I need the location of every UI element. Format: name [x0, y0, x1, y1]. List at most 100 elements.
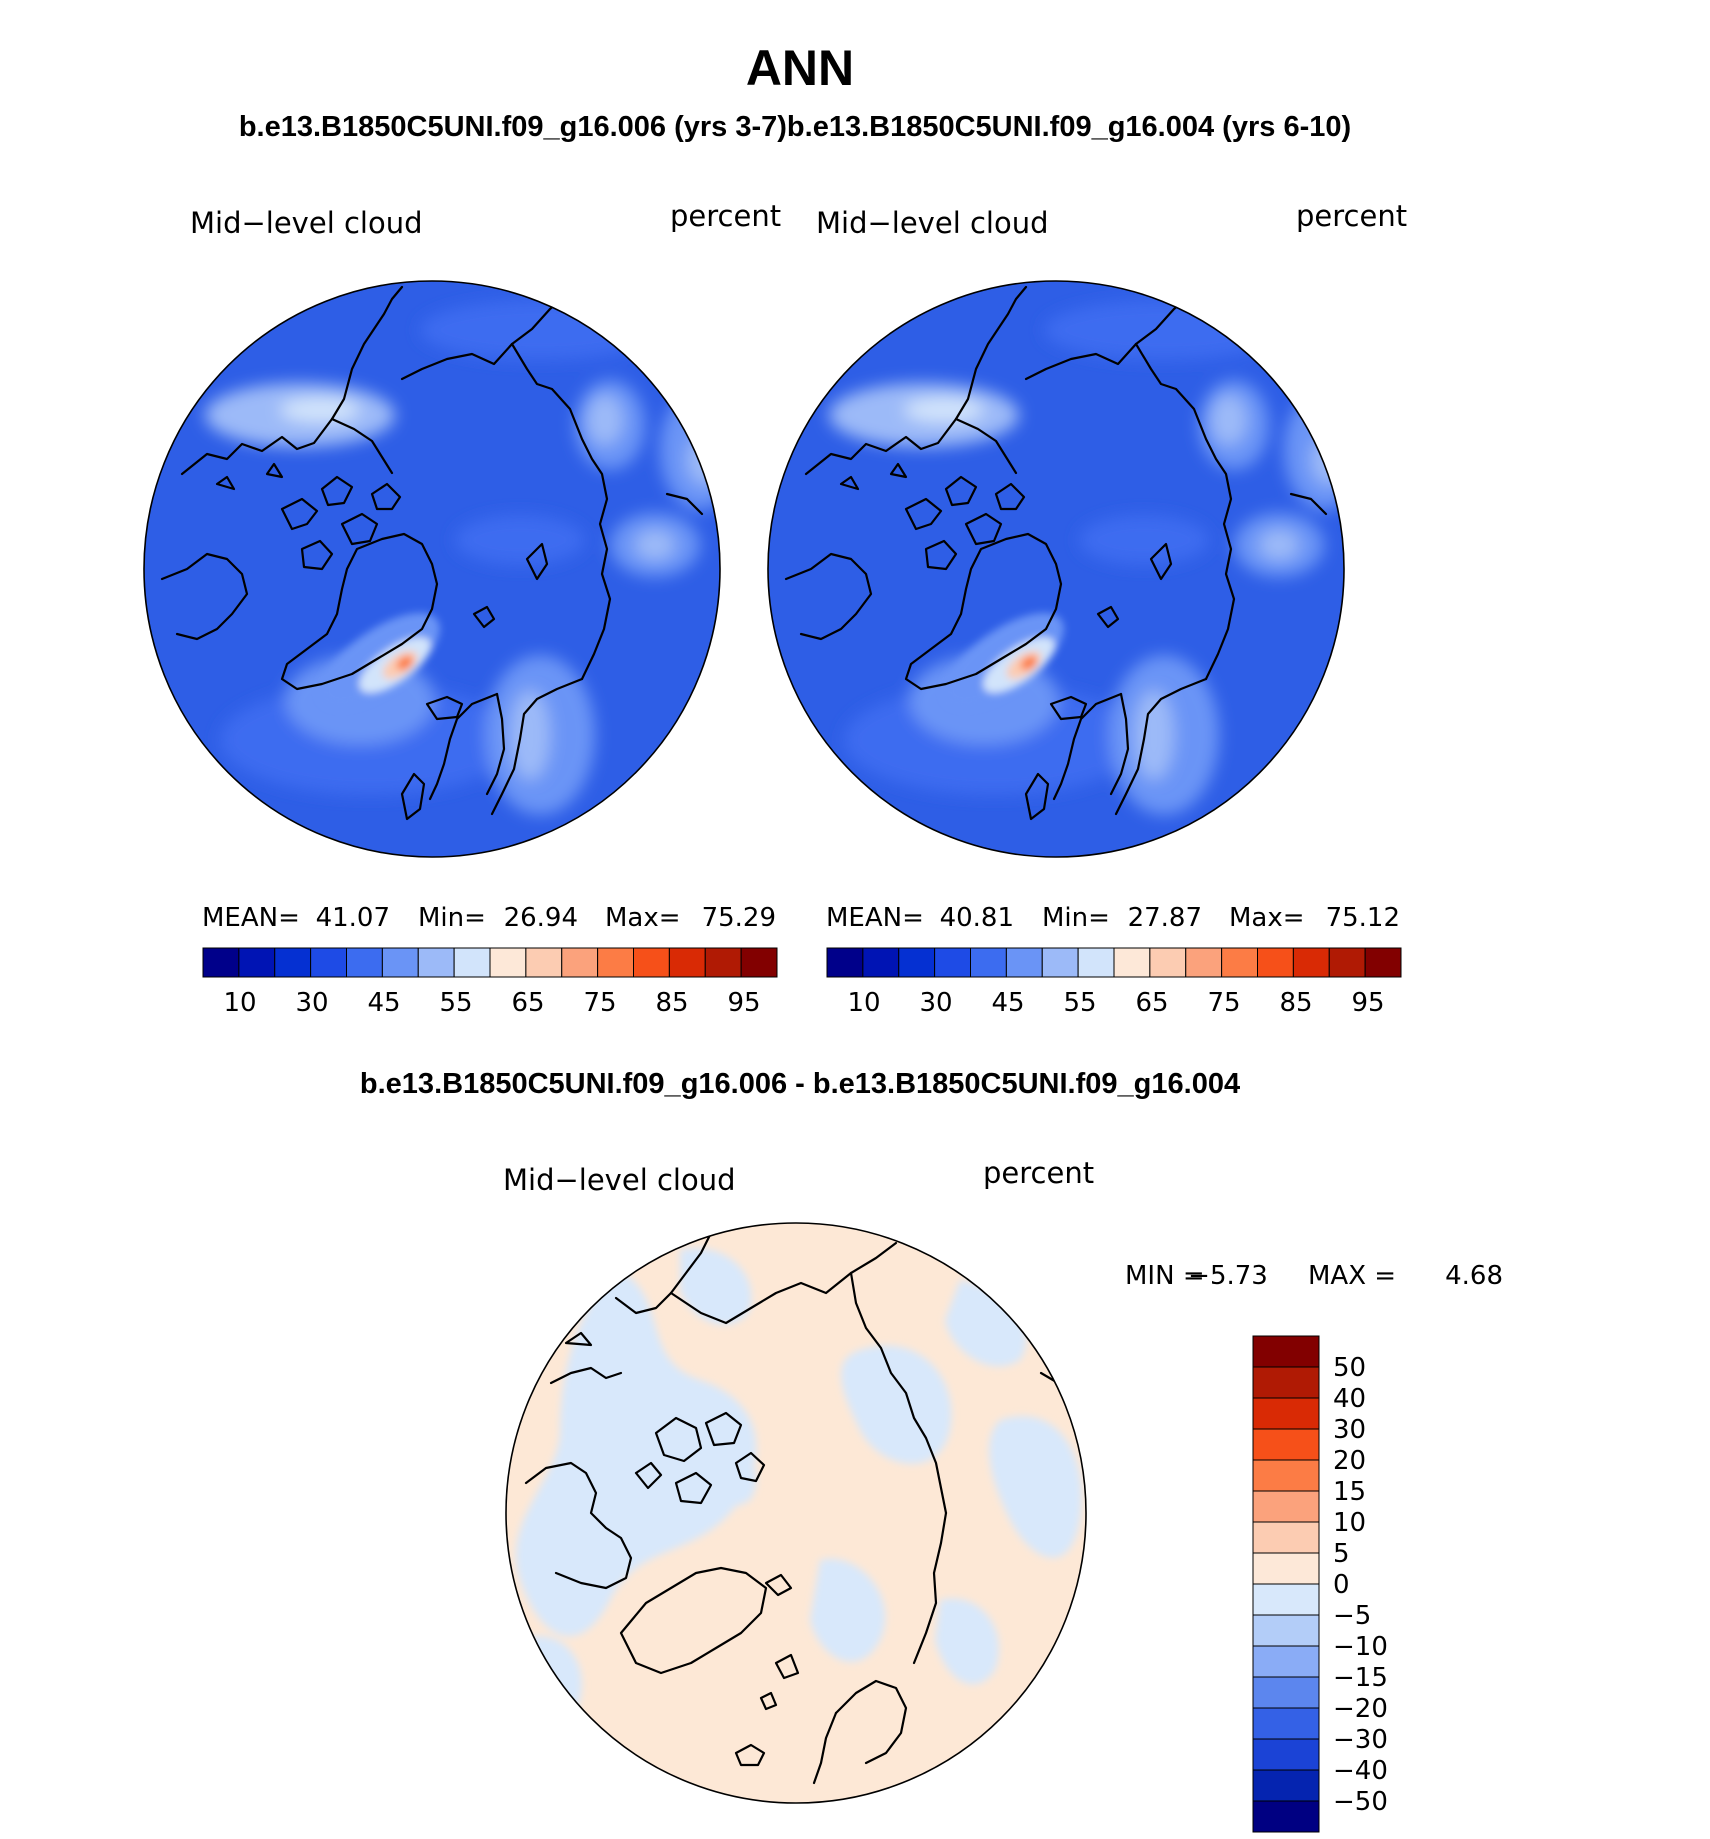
colorbar-swatch	[826, 947, 864, 978]
map-variable-label: Mid−level cloud	[816, 206, 1049, 240]
diff-colorbar-swatch	[1252, 1428, 1320, 1461]
diff-colorbar-swatch	[1252, 1552, 1320, 1585]
diff-colorbar-tick-label: −50	[1333, 1787, 1388, 1817]
diff-colorbar-swatch	[1252, 1614, 1320, 1647]
colorbar-1: 10 30 45 55 65 75 85 95	[202, 947, 778, 1018]
colorbar-swatch	[274, 947, 312, 978]
colorbar-tick-label: 95	[727, 988, 760, 1018]
colorbar-tick-label: 85	[1279, 988, 1312, 1018]
diff-colorbar-swatch	[1252, 1645, 1320, 1678]
diff-colorbar-swatch	[1252, 1459, 1320, 1492]
colorbar-2: 10 30 45 55 65 75 85 95	[826, 947, 1402, 1018]
colorbar-swatch	[704, 947, 742, 978]
colorbar-tick-label: 55	[1063, 988, 1096, 1018]
diff-colorbar-swatch	[1252, 1490, 1320, 1523]
diff-colorbar-swatch	[1252, 1676, 1320, 1709]
colorbar-tick-label: 45	[367, 988, 400, 1018]
diff-max-label: MAX =	[1308, 1261, 1396, 1291]
diff-colorbar-swatch	[1252, 1335, 1320, 1368]
colorbar-swatch	[238, 947, 276, 978]
diff-colorbar-tick-label: 10	[1333, 1508, 1366, 1538]
colorbar-swatch	[381, 947, 419, 978]
mean-value: 40.81	[940, 903, 1014, 933]
diff-colorbar-swatch	[1252, 1521, 1320, 1554]
figure-subtitle: b.e13.B1850C5UNI.f09_g16.006 (yrs 3-7)b.…	[239, 111, 1351, 143]
colorbar-tick-label: 30	[919, 988, 952, 1018]
figure-title: ANN	[746, 40, 854, 96]
map-variable-label: Mid−level cloud	[503, 1163, 736, 1197]
max-label: Max=	[605, 903, 681, 933]
diff-colorbar-tick-label: −30	[1333, 1725, 1388, 1755]
diff-colorbar-tick-label: 15	[1333, 1477, 1366, 1507]
colorbar-tick-label: 75	[1207, 988, 1240, 1018]
diff-colorbar-swatch	[1252, 1769, 1320, 1802]
max-value: 75.29	[702, 903, 776, 933]
colorbar-swatch	[1005, 947, 1043, 978]
colorbar-tick-label: 95	[1351, 988, 1384, 1018]
colorbar-tick-label: 30	[295, 988, 328, 1018]
colorbar-swatch	[417, 947, 455, 978]
colorbar-swatch	[1149, 947, 1187, 978]
max-value: 75.12	[1326, 903, 1400, 933]
diff-colorbar-tick-label: −40	[1333, 1756, 1388, 1786]
diff-colorbar-tick-label: −20	[1333, 1694, 1388, 1724]
diff-min-value: −5.73	[1188, 1261, 1268, 1291]
colorbar-tick-label: 65	[1135, 988, 1168, 1018]
colorbar-swatch	[1364, 947, 1402, 978]
diff-colorbar-swatch	[1252, 1583, 1320, 1616]
map-units-label: percent	[983, 1156, 1094, 1190]
colorbar-swatch	[934, 947, 971, 978]
colorbar-swatch	[970, 947, 1007, 978]
diff-max-value: 4.68	[1445, 1261, 1503, 1291]
colorbar-swatch	[1041, 947, 1079, 978]
colorbar-swatch	[202, 947, 240, 978]
diff-colorbar-swatch	[1252, 1707, 1320, 1740]
diff-panel: Mid−level cloud percent MIN = −5.73 MAX …	[503, 1156, 1503, 1833]
colorbar-tick-label: 45	[991, 988, 1024, 1018]
map-panel-1: Mid−level cloud percent	[143, 199, 781, 1018]
diff-colorbar-tick-label: 30	[1333, 1415, 1366, 1445]
colorbar-swatch	[1292, 947, 1330, 978]
diff-colorbar-swatch	[1252, 1366, 1320, 1399]
colorbar-swatch	[1077, 947, 1115, 978]
colorbar-swatch	[310, 947, 347, 978]
diff-colorbar-tick-label: 50	[1333, 1353, 1366, 1383]
colorbar-swatch	[862, 947, 900, 978]
min-label: Min=	[1042, 903, 1110, 933]
difference-title: b.e13.B1850C5UNI.f09_g16.006 - b.e13.B18…	[360, 1068, 1240, 1100]
map-units-label: percent	[1296, 199, 1407, 233]
colorbar-swatch	[1257, 947, 1294, 978]
colorbar-swatch	[453, 947, 491, 978]
diff-colorbar-tick-label: 40	[1333, 1384, 1366, 1414]
colorbar-tick-label: 85	[655, 988, 688, 1018]
map-variable-label: Mid−level cloud	[190, 206, 423, 240]
colorbar-tick-label: 65	[511, 988, 544, 1018]
map-units-label: percent	[670, 199, 781, 233]
colorbar-swatch	[525, 947, 563, 978]
colorbar-tick-label: 75	[583, 988, 616, 1018]
colorbar-swatch	[740, 947, 778, 978]
colorbar-swatch	[898, 947, 936, 978]
colorbar-swatch	[561, 947, 599, 978]
colorbar-swatch	[633, 947, 670, 978]
diff-colorbar-tick-label: 0	[1333, 1570, 1350, 1600]
mean-label: MEAN=	[826, 903, 924, 933]
diff-colorbar-swatch	[1252, 1738, 1320, 1771]
colorbar-tick-label: 10	[223, 988, 256, 1018]
polar-map	[768, 281, 1344, 857]
diff-colorbar-tick-label: 20	[1333, 1446, 1366, 1476]
min-value: 26.94	[504, 903, 578, 933]
min-value: 27.87	[1128, 903, 1202, 933]
mean-value: 41.07	[316, 903, 390, 933]
diff-colorbar-tick-label: −5	[1333, 1601, 1371, 1631]
colorbar-tick-label: 55	[439, 988, 472, 1018]
colorbar-tick-label: 10	[847, 988, 880, 1018]
max-label: Max=	[1229, 903, 1305, 933]
colorbar-swatch	[489, 947, 527, 978]
map-panel-2: Mid−level cloud percent	[767, 199, 1407, 1018]
diff-colorbar-swatch	[1252, 1800, 1320, 1833]
colorbar-swatch	[597, 947, 634, 978]
colorbar-swatch	[1328, 947, 1366, 978]
